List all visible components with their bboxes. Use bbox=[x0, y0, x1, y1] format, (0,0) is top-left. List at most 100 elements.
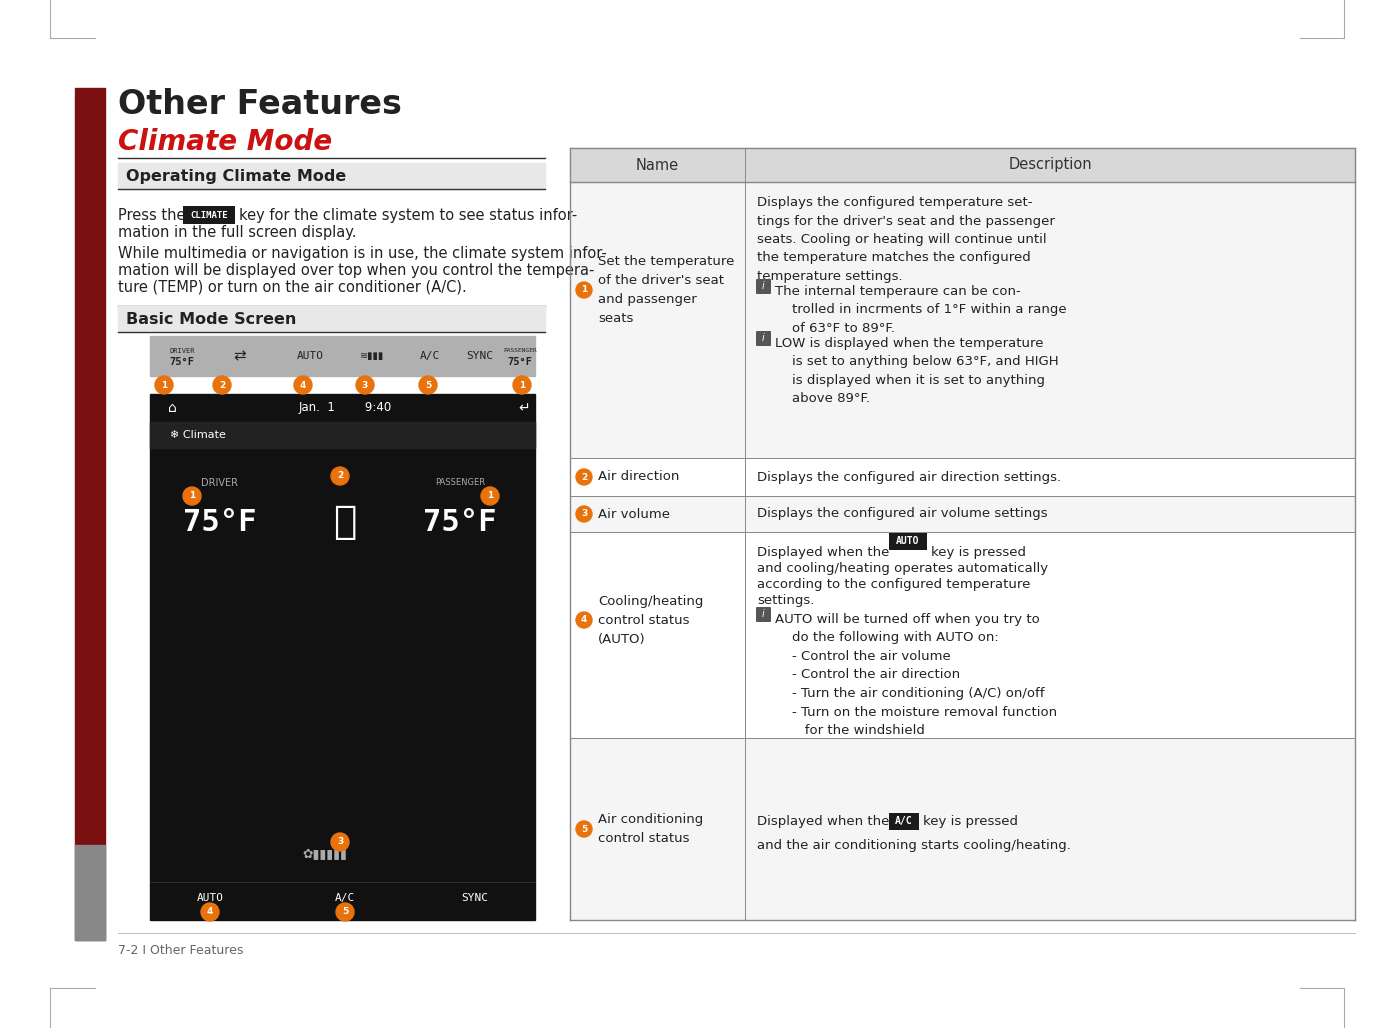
Text: 5: 5 bbox=[342, 908, 348, 917]
FancyBboxPatch shape bbox=[889, 813, 919, 830]
Text: 1: 1 bbox=[581, 286, 587, 294]
Text: Name: Name bbox=[636, 157, 679, 173]
Text: ↵: ↵ bbox=[519, 401, 530, 415]
Circle shape bbox=[576, 821, 592, 837]
Text: i: i bbox=[763, 609, 765, 619]
Circle shape bbox=[155, 376, 173, 394]
Text: mation will be displayed over top when you control the tempera-: mation will be displayed over top when y… bbox=[118, 263, 594, 278]
Text: ✿▮▮▮▮▮: ✿▮▮▮▮▮ bbox=[302, 848, 347, 861]
Text: 🧍: 🧍 bbox=[333, 503, 357, 541]
Text: The internal temperaure can be con-
    trolled in incrments of 1°F within a ran: The internal temperaure can be con- trol… bbox=[775, 285, 1066, 335]
Text: DRIVER: DRIVER bbox=[202, 478, 238, 488]
Text: settings.: settings. bbox=[757, 594, 814, 607]
Text: Description: Description bbox=[1008, 157, 1092, 173]
Text: 4: 4 bbox=[300, 380, 307, 390]
Bar bbox=[570, 533, 1355, 738]
Text: 1: 1 bbox=[487, 491, 493, 501]
Text: key is pressed: key is pressed bbox=[931, 546, 1026, 559]
Text: Climate Mode: Climate Mode bbox=[118, 128, 332, 156]
Circle shape bbox=[513, 376, 531, 394]
Text: 2: 2 bbox=[219, 380, 224, 390]
Text: 3: 3 bbox=[581, 510, 587, 518]
Text: 2: 2 bbox=[581, 473, 587, 481]
Text: 2: 2 bbox=[337, 472, 343, 480]
Circle shape bbox=[201, 903, 219, 921]
Text: 4: 4 bbox=[206, 908, 213, 917]
FancyBboxPatch shape bbox=[756, 331, 771, 346]
Text: AUTO: AUTO bbox=[297, 351, 323, 361]
Text: AUTO: AUTO bbox=[896, 537, 920, 547]
FancyBboxPatch shape bbox=[889, 533, 927, 550]
Text: 5: 5 bbox=[581, 824, 587, 834]
Text: AUTO will be turned off when you try to
    do the following with AUTO on:
    -: AUTO will be turned off when you try to … bbox=[775, 613, 1057, 737]
Circle shape bbox=[576, 469, 592, 485]
Text: DRIVER: DRIVER bbox=[169, 348, 195, 354]
Text: 1: 1 bbox=[188, 491, 195, 501]
Text: ❄ Climate: ❄ Climate bbox=[170, 430, 226, 440]
Text: Basic Mode Screen: Basic Mode Screen bbox=[125, 311, 297, 327]
Bar bbox=[570, 458, 1355, 495]
Bar bbox=[570, 495, 1355, 533]
Text: 3: 3 bbox=[337, 838, 343, 846]
Bar bbox=[118, 163, 545, 189]
Text: Cooling/heating
control status
(AUTO): Cooling/heating control status (AUTO) bbox=[598, 594, 704, 646]
Text: LOW is displayed when the temperature
    is set to anything below 63°F, and HIG: LOW is displayed when the temperature is… bbox=[775, 337, 1058, 405]
Text: 5: 5 bbox=[425, 380, 431, 390]
Text: mation in the full screen display.: mation in the full screen display. bbox=[118, 225, 357, 240]
Circle shape bbox=[576, 612, 592, 628]
Bar bbox=[570, 738, 1355, 920]
Text: While multimedia or navigation is in use, the climate system infor-: While multimedia or navigation is in use… bbox=[118, 246, 606, 261]
Text: A/C: A/C bbox=[420, 351, 441, 361]
Text: Air volume: Air volume bbox=[598, 508, 671, 520]
Text: 1: 1 bbox=[519, 380, 526, 390]
Text: Displayed when the: Displayed when the bbox=[757, 546, 889, 559]
Text: ⌂: ⌂ bbox=[167, 401, 177, 415]
Text: key for the climate system to see status infor-: key for the climate system to see status… bbox=[238, 208, 577, 223]
Text: SYNC: SYNC bbox=[461, 893, 488, 903]
Bar bbox=[570, 182, 1355, 458]
Text: according to the configured temperature: according to the configured temperature bbox=[757, 578, 1030, 591]
Circle shape bbox=[336, 903, 354, 921]
FancyBboxPatch shape bbox=[756, 607, 771, 622]
Text: key is pressed: key is pressed bbox=[923, 814, 1018, 828]
Text: Operating Climate Mode: Operating Climate Mode bbox=[125, 169, 346, 184]
Circle shape bbox=[183, 487, 201, 505]
Text: Press the: Press the bbox=[118, 208, 185, 223]
Circle shape bbox=[420, 376, 436, 394]
Text: AUTO: AUTO bbox=[197, 893, 223, 903]
Circle shape bbox=[355, 376, 374, 394]
Circle shape bbox=[481, 487, 499, 505]
Text: SYNC: SYNC bbox=[467, 351, 493, 361]
Text: 75°F: 75°F bbox=[424, 508, 496, 537]
Text: 7-2 I Other Features: 7-2 I Other Features bbox=[118, 944, 244, 956]
Text: PASSENGER: PASSENGER bbox=[435, 478, 485, 487]
Bar bbox=[118, 306, 545, 332]
Text: and cooling/heating operates automatically: and cooling/heating operates automatical… bbox=[757, 562, 1048, 575]
Text: CLIMATE: CLIMATE bbox=[190, 211, 227, 220]
FancyBboxPatch shape bbox=[183, 206, 236, 224]
Bar bbox=[570, 148, 1355, 182]
Bar bbox=[151, 423, 535, 448]
Text: 75°F: 75°F bbox=[170, 357, 195, 367]
Text: Displays the configured temperature set-
tings for the driver's seat and the pas: Displays the configured temperature set-… bbox=[757, 196, 1055, 283]
FancyBboxPatch shape bbox=[756, 279, 771, 294]
Text: Set the temperature
of the driver's seat
and passenger
seats: Set the temperature of the driver's seat… bbox=[598, 255, 735, 325]
Text: 75°F: 75°F bbox=[507, 357, 533, 367]
Text: 75°F: 75°F bbox=[183, 508, 256, 537]
Text: ⇄: ⇄ bbox=[234, 348, 247, 364]
Bar bbox=[151, 394, 535, 920]
Text: 4: 4 bbox=[581, 616, 587, 624]
Bar bbox=[75, 845, 105, 940]
Text: Displays the configured air volume settings: Displays the configured air volume setti… bbox=[757, 508, 1048, 520]
Text: ≋▮▮▮: ≋▮▮▮ bbox=[360, 351, 385, 361]
Text: i: i bbox=[763, 281, 765, 291]
Text: Air direction: Air direction bbox=[598, 471, 679, 483]
Text: and the air conditioning starts cooling/heating.: and the air conditioning starts cooling/… bbox=[757, 839, 1071, 852]
Text: Displays the configured air direction settings.: Displays the configured air direction se… bbox=[757, 471, 1061, 483]
Text: 1: 1 bbox=[160, 380, 167, 390]
Text: ture (TEMP) or turn on the air conditioner (A/C).: ture (TEMP) or turn on the air condition… bbox=[118, 280, 467, 295]
Text: A/C: A/C bbox=[895, 816, 913, 827]
Text: PASSENGER: PASSENGER bbox=[503, 348, 537, 353]
Text: Air conditioning
control status: Air conditioning control status bbox=[598, 813, 703, 845]
Circle shape bbox=[294, 376, 312, 394]
